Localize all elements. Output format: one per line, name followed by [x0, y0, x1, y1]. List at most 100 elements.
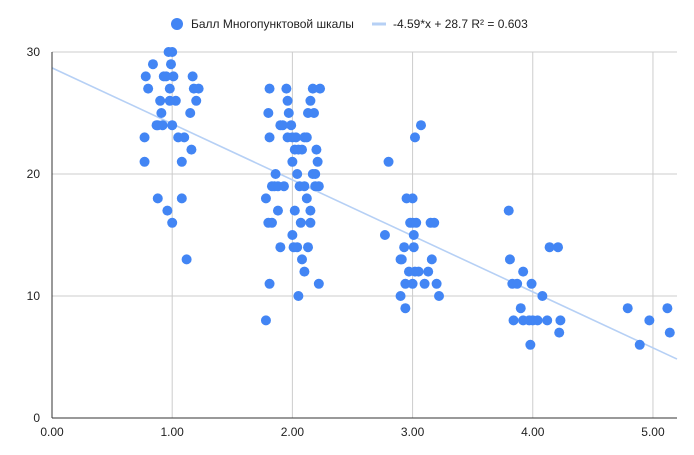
- data-point: [264, 278, 275, 289]
- data-point: [266, 217, 277, 228]
- data-point: [305, 95, 316, 106]
- data-point: [408, 230, 419, 240]
- data-point: [292, 242, 303, 253]
- data-point: [537, 291, 548, 301]
- data-point: [275, 242, 286, 253]
- data-point: [185, 108, 196, 118]
- data-point: [407, 278, 418, 289]
- data-point: [309, 108, 320, 118]
- data-point: [301, 193, 312, 204]
- y-tick-label: 20: [27, 167, 41, 181]
- x-tick-label: 2.00: [281, 425, 305, 439]
- data-point: [139, 156, 150, 167]
- data-point: [272, 205, 283, 216]
- data-point: [187, 71, 198, 82]
- data-point: [278, 181, 289, 192]
- data-point: [176, 193, 187, 204]
- data-point: [161, 71, 172, 82]
- data-points: [139, 47, 675, 350]
- data-point: [555, 315, 566, 326]
- trendline-group: [51, 67, 678, 360]
- x-tick-label: 1.00: [161, 425, 185, 439]
- data-point: [553, 242, 564, 253]
- data-point: [409, 132, 420, 143]
- data-point: [295, 217, 306, 228]
- data-point: [419, 278, 430, 289]
- data-point: [283, 108, 294, 118]
- data-point: [155, 95, 166, 106]
- data-point: [429, 217, 440, 228]
- data-point: [152, 193, 163, 204]
- data-point: [411, 217, 422, 228]
- x-tick-labels: 0.00 1.00 2.00 3.00 4.00 5.00: [40, 425, 665, 439]
- data-point: [634, 339, 645, 350]
- data-point: [305, 217, 316, 228]
- data-point: [542, 315, 553, 326]
- data-point: [383, 156, 394, 167]
- data-point: [277, 120, 288, 131]
- data-point: [139, 132, 150, 143]
- data-point: [515, 303, 526, 314]
- data-point: [413, 266, 424, 277]
- data-point: [168, 71, 179, 82]
- data-point: [282, 95, 293, 106]
- data-point: [299, 181, 310, 192]
- data-point: [544, 242, 555, 253]
- data-point: [301, 132, 312, 143]
- data-point: [396, 254, 407, 265]
- data-point: [179, 132, 190, 143]
- data-point: [400, 278, 411, 289]
- data-point: [167, 120, 178, 131]
- legend: Балл Многопунктовой шкалы -4.59*x + 28.7…: [171, 17, 528, 31]
- x-tick-label: 5.00: [641, 425, 665, 439]
- data-point: [164, 83, 175, 94]
- x-tick-label: 4.00: [521, 425, 545, 439]
- data-point: [307, 83, 318, 94]
- data-point: [264, 132, 275, 143]
- data-point: [293, 291, 304, 301]
- y-tick-label: 10: [27, 289, 41, 303]
- data-point: [307, 169, 318, 179]
- data-point: [400, 303, 411, 314]
- data-point: [504, 254, 515, 265]
- data-point: [399, 242, 410, 253]
- x-tick-label: 0.00: [40, 425, 64, 439]
- data-point: [260, 193, 271, 204]
- data-point: [407, 193, 418, 204]
- data-point: [310, 181, 321, 192]
- data-point: [664, 327, 675, 338]
- data-point: [431, 278, 442, 289]
- y-tick-label: 0: [33, 411, 40, 425]
- y-tick-label: 30: [27, 45, 41, 59]
- data-point: [312, 156, 323, 167]
- data-point: [264, 83, 275, 94]
- data-point: [311, 144, 322, 155]
- data-point: [303, 242, 314, 253]
- data-point: [503, 205, 514, 216]
- data-point: [176, 156, 187, 167]
- data-point: [395, 291, 406, 301]
- y-tick-labels: 0 10 20 30: [27, 45, 41, 425]
- data-point: [415, 120, 426, 131]
- legend-series-label: Балл Многопунктовой шкалы: [191, 17, 354, 31]
- data-point: [191, 95, 202, 106]
- data-point: [165, 59, 176, 70]
- legend-series-marker: [171, 18, 183, 30]
- data-point: [662, 303, 673, 314]
- data-point: [270, 169, 281, 179]
- data-point: [167, 217, 178, 228]
- data-point: [157, 120, 168, 131]
- data-point: [167, 47, 178, 57]
- data-point: [408, 242, 419, 253]
- data-point: [287, 156, 298, 167]
- data-point: [525, 339, 536, 350]
- data-point: [434, 291, 445, 301]
- data-point: [181, 254, 192, 265]
- data-point: [423, 266, 434, 277]
- data-point: [186, 144, 197, 155]
- data-point: [297, 144, 307, 155]
- data-point: [140, 71, 151, 82]
- data-point: [508, 315, 519, 326]
- data-point: [143, 83, 154, 94]
